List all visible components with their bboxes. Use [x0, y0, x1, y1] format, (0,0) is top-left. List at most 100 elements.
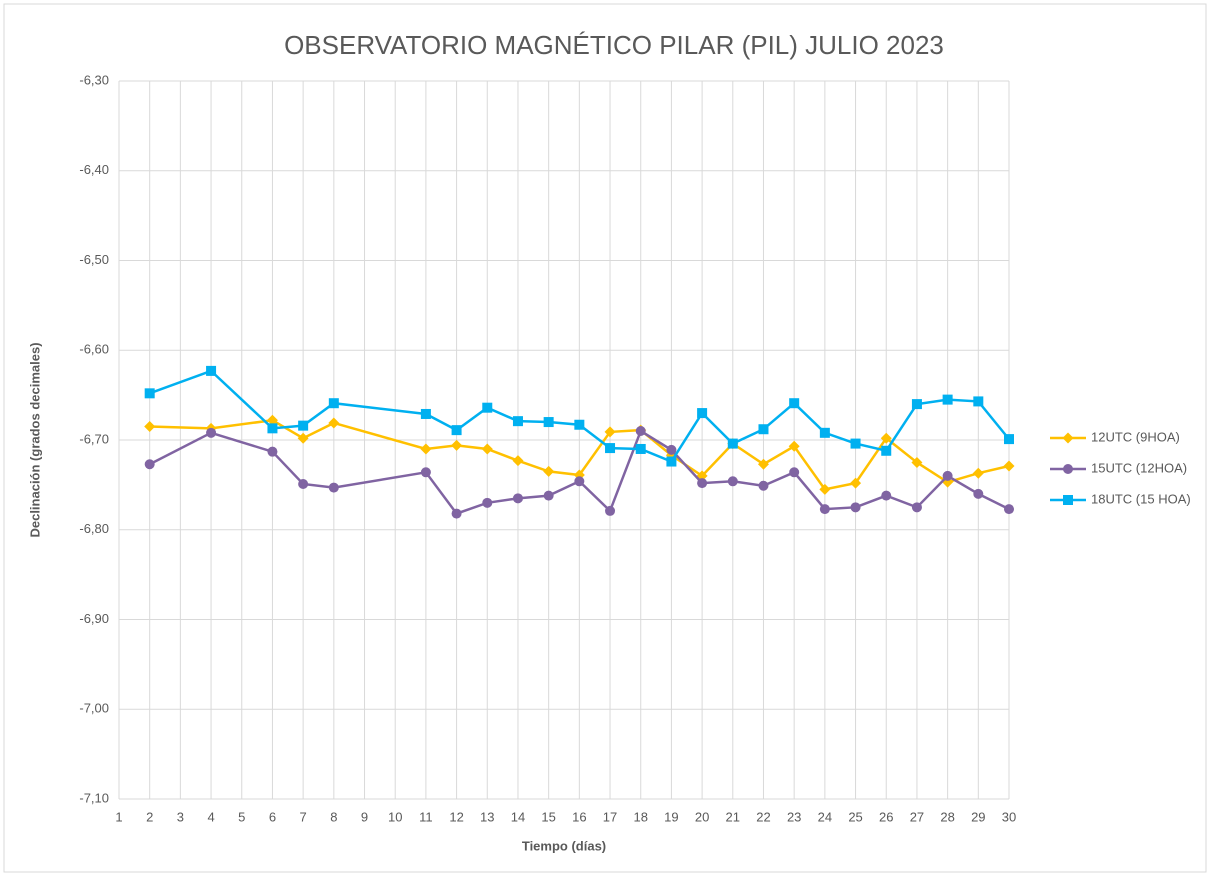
- marker: [697, 408, 708, 419]
- x-tick-label: 26: [879, 809, 893, 824]
- marker: [850, 438, 861, 449]
- x-tick-label: 18: [633, 809, 647, 824]
- marker: [789, 398, 800, 409]
- marker: [206, 365, 217, 376]
- marker: [481, 443, 493, 455]
- y-tick-label: -6,60: [79, 342, 109, 357]
- y-tick-label: -6,80: [79, 521, 109, 536]
- marker: [543, 490, 554, 501]
- x-tick-label: 3: [177, 809, 184, 824]
- x-tick-label: 2: [146, 809, 153, 824]
- x-tick-label: 9: [361, 809, 368, 824]
- x-tick-label: 1: [115, 809, 122, 824]
- marker: [911, 399, 922, 410]
- marker: [819, 427, 830, 438]
- marker: [911, 502, 922, 513]
- y-tick-label: -6,40: [79, 162, 109, 177]
- marker: [451, 439, 463, 451]
- marker: [972, 467, 984, 479]
- x-tick-label: 6: [269, 809, 276, 824]
- marker: [973, 396, 984, 407]
- x-tick-label: 11: [419, 809, 433, 824]
- marker: [604, 426, 616, 438]
- x-tick-label: 22: [756, 809, 770, 824]
- marker: [144, 388, 155, 399]
- marker: [328, 398, 339, 409]
- x-tick-label: 5: [238, 809, 245, 824]
- x-tick-label: 15: [541, 809, 555, 824]
- marker: [757, 458, 769, 470]
- x-tick-label: 21: [726, 809, 740, 824]
- marker: [267, 423, 278, 434]
- marker: [758, 424, 769, 435]
- marker: [697, 478, 708, 489]
- marker: [451, 508, 462, 519]
- marker: [328, 417, 340, 429]
- marker: [297, 432, 309, 444]
- marker: [942, 470, 953, 481]
- marker: [605, 443, 616, 454]
- x-tick-label: 20: [695, 809, 709, 824]
- marker: [512, 493, 523, 504]
- marker: [758, 480, 769, 491]
- marker: [512, 455, 524, 467]
- marker: [482, 497, 493, 508]
- x-tick-label: 4: [207, 809, 214, 824]
- x-tick-label: 13: [480, 809, 494, 824]
- marker: [727, 438, 738, 449]
- marker: [881, 445, 892, 456]
- y-axis-title: Declinación (grados decimales): [27, 342, 42, 537]
- legend-label: 15UTC (12HOA): [1091, 460, 1187, 475]
- y-tick-label: -6,30: [79, 72, 109, 87]
- marker: [144, 421, 156, 433]
- marker: [788, 440, 800, 452]
- y-tick-label: -6,50: [79, 252, 109, 267]
- marker: [543, 465, 555, 477]
- marker: [666, 444, 677, 455]
- marker: [881, 490, 892, 501]
- x-tick-label: 16: [572, 809, 586, 824]
- marker: [267, 446, 278, 457]
- marker: [635, 426, 646, 437]
- marker: [298, 478, 309, 489]
- marker: [206, 427, 217, 438]
- x-tick-label: 19: [664, 809, 678, 824]
- marker: [144, 459, 155, 470]
- marker: [850, 477, 862, 489]
- x-tick-label: 24: [818, 809, 832, 824]
- marker: [420, 443, 432, 455]
- legend-label: 18UTC (15 HOA): [1091, 491, 1191, 506]
- x-tick-label: 14: [511, 809, 525, 824]
- x-tick-label: 23: [787, 809, 801, 824]
- marker: [789, 467, 800, 478]
- marker: [819, 483, 831, 495]
- marker: [266, 414, 278, 426]
- y-tick-label: -6,90: [79, 611, 109, 626]
- marker: [512, 416, 523, 427]
- marker: [574, 476, 585, 487]
- x-tick-label: 7: [300, 809, 307, 824]
- x-tick-label: 17: [603, 809, 617, 824]
- marker: [880, 432, 892, 444]
- x-tick-label: 25: [848, 809, 862, 824]
- marker: [973, 488, 984, 499]
- chart-title: OBSERVATORIO MAGNÉTICO PILAR (PIL) JULIO…: [284, 30, 944, 60]
- marker: [543, 417, 554, 428]
- marker: [666, 456, 677, 467]
- marker: [451, 425, 462, 436]
- marker: [1003, 460, 1015, 472]
- x-tick-label: 29: [971, 809, 985, 824]
- x-tick-label: 30: [1002, 809, 1016, 824]
- marker: [1063, 464, 1073, 474]
- x-tick-label: 28: [940, 809, 954, 824]
- y-tick-label: -7,10: [79, 790, 109, 805]
- marker: [1062, 432, 1074, 444]
- marker: [727, 476, 738, 487]
- legend-label: 12UTC (9HOA): [1091, 429, 1180, 444]
- y-tick-label: -6,70: [79, 431, 109, 446]
- marker: [420, 467, 431, 478]
- marker: [1063, 495, 1073, 505]
- marker: [911, 456, 923, 468]
- x-axis-title: Tiempo (días): [522, 838, 606, 853]
